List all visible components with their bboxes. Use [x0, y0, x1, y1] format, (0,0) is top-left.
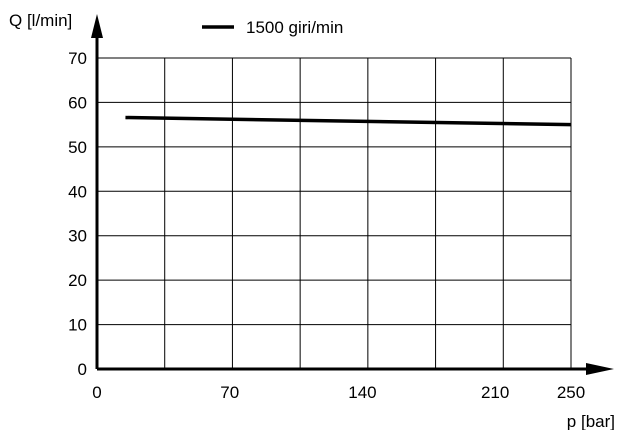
x-tick-label: 210	[481, 383, 509, 402]
x-axis-arrow	[586, 363, 614, 375]
y-tick-label: 20	[68, 271, 87, 290]
y-tick-label: 60	[68, 93, 87, 112]
legend-label: 1500 giri/min	[246, 18, 343, 37]
legend: 1500 giri/min	[202, 18, 343, 37]
y-tick-label: 50	[68, 138, 87, 157]
series-line	[125, 115, 572, 127]
y-tick-label: 40	[68, 182, 87, 201]
grid-layer	[96, 57, 572, 370]
series-layer	[125, 115, 572, 127]
y-tick-label: 0	[78, 360, 87, 379]
axes-layer	[91, 14, 614, 375]
x-axis-label: p [bar]	[567, 412, 615, 430]
y-axis-label: Q [l/min]	[9, 11, 72, 30]
y-tick-label: 10	[68, 316, 87, 335]
y-axis-arrow	[91, 14, 103, 38]
x-tick-label: 70	[220, 383, 239, 402]
text-layer: 0 10 20 30 40 50 60 70 0 70 140 210 250 Q [l/min] p [b…	[9, 11, 615, 430]
x-tick-label: 250	[557, 383, 585, 402]
x-tick-label: 0	[92, 383, 101, 402]
y-tick-label: 70	[68, 49, 87, 68]
x-tick-label: 140	[348, 383, 376, 402]
y-tick-label: 30	[68, 227, 87, 246]
